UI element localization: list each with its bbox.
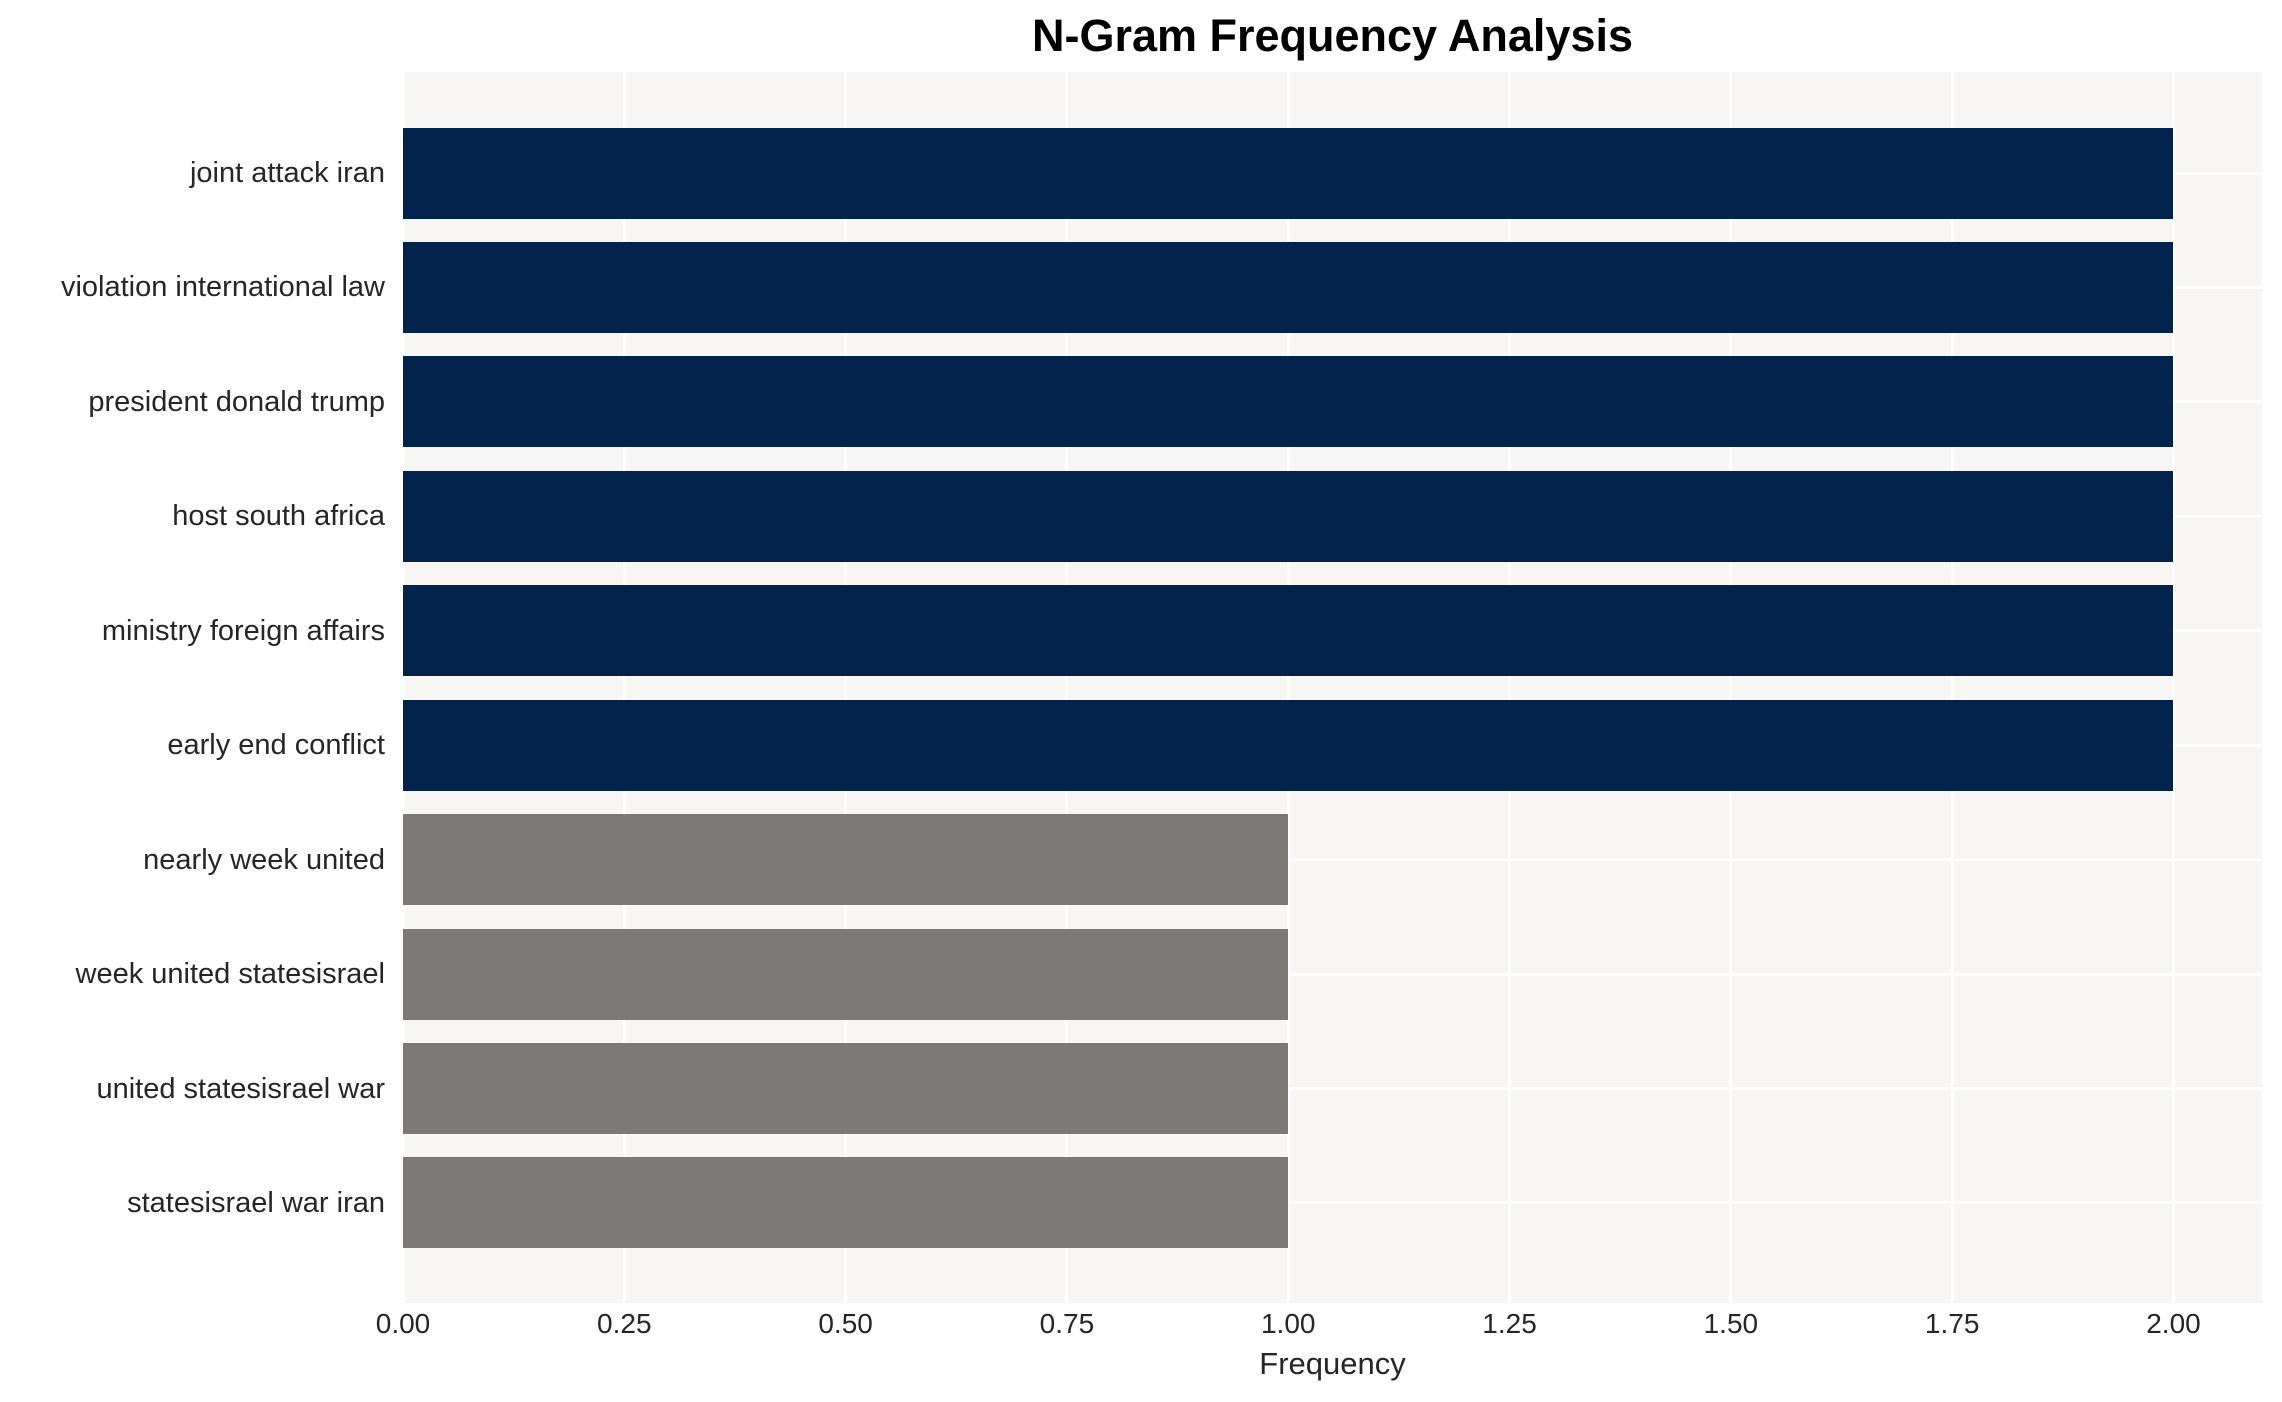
x-axis-label: Frequency	[1259, 1346, 1406, 1381]
x-tick-label: 1.00	[1260, 1308, 1316, 1339]
y-tick-label: host south africa	[172, 500, 385, 533]
y-tick-label: ministry foreign affairs	[101, 614, 385, 647]
gridline-vertical	[1286, 72, 1290, 1303]
bar	[403, 127, 2174, 219]
plot-area	[401, 72, 2262, 1303]
bar	[403, 470, 2174, 562]
gridline-horizontal	[403, 1201, 2262, 1205]
y-tick-label: week united statesisrael	[75, 958, 386, 991]
gridline-horizontal	[403, 1087, 2262, 1091]
gridline-vertical	[2171, 72, 2175, 1303]
bar	[403, 356, 2174, 448]
y-tick-label: violation international law	[60, 271, 385, 304]
bar	[403, 928, 1289, 1020]
gridline-vertical	[1950, 72, 1954, 1303]
x-tick-label: 0.75	[1039, 1308, 1095, 1339]
bar	[403, 699, 2174, 791]
gridline-vertical	[844, 72, 848, 1303]
bar	[403, 241, 2174, 333]
gridline-vertical	[1729, 72, 1733, 1303]
y-tick-label: president donald trump	[88, 385, 385, 418]
bar	[403, 585, 2174, 677]
gridline-horizontal	[403, 972, 2262, 976]
x-tick-label: 2.00	[2146, 1308, 2201, 1339]
y-tick-label: nearly week united	[143, 843, 385, 876]
y-tick-label: joint attack iran	[189, 157, 385, 189]
x-tick-label: 1.75	[1924, 1308, 1980, 1339]
x-tick-label: 1.25	[1482, 1308, 1537, 1339]
gridline-vertical	[1065, 72, 1069, 1303]
x-tick-label: 1.50	[1703, 1308, 1759, 1339]
bar	[403, 1157, 1289, 1249]
x-tick-label: 0.00	[375, 1308, 431, 1339]
gridline-vertical	[622, 72, 626, 1303]
x-tick-label: 0.50	[818, 1308, 873, 1339]
y-tick-label: early end conflict	[167, 729, 385, 762]
gridline-vertical	[401, 72, 405, 1303]
gridline-vertical	[1508, 72, 1512, 1303]
y-tick-label: united statesisrael war	[96, 1072, 385, 1105]
bar	[403, 1043, 1289, 1135]
y-tick-label: statesisrael war iran	[127, 1186, 385, 1219]
bar	[403, 814, 1289, 906]
gridline-horizontal	[403, 858, 2262, 862]
chart-title: N-Gram Frequency Analysis	[1031, 10, 1634, 61]
x-tick-label: 0.25	[597, 1308, 652, 1339]
